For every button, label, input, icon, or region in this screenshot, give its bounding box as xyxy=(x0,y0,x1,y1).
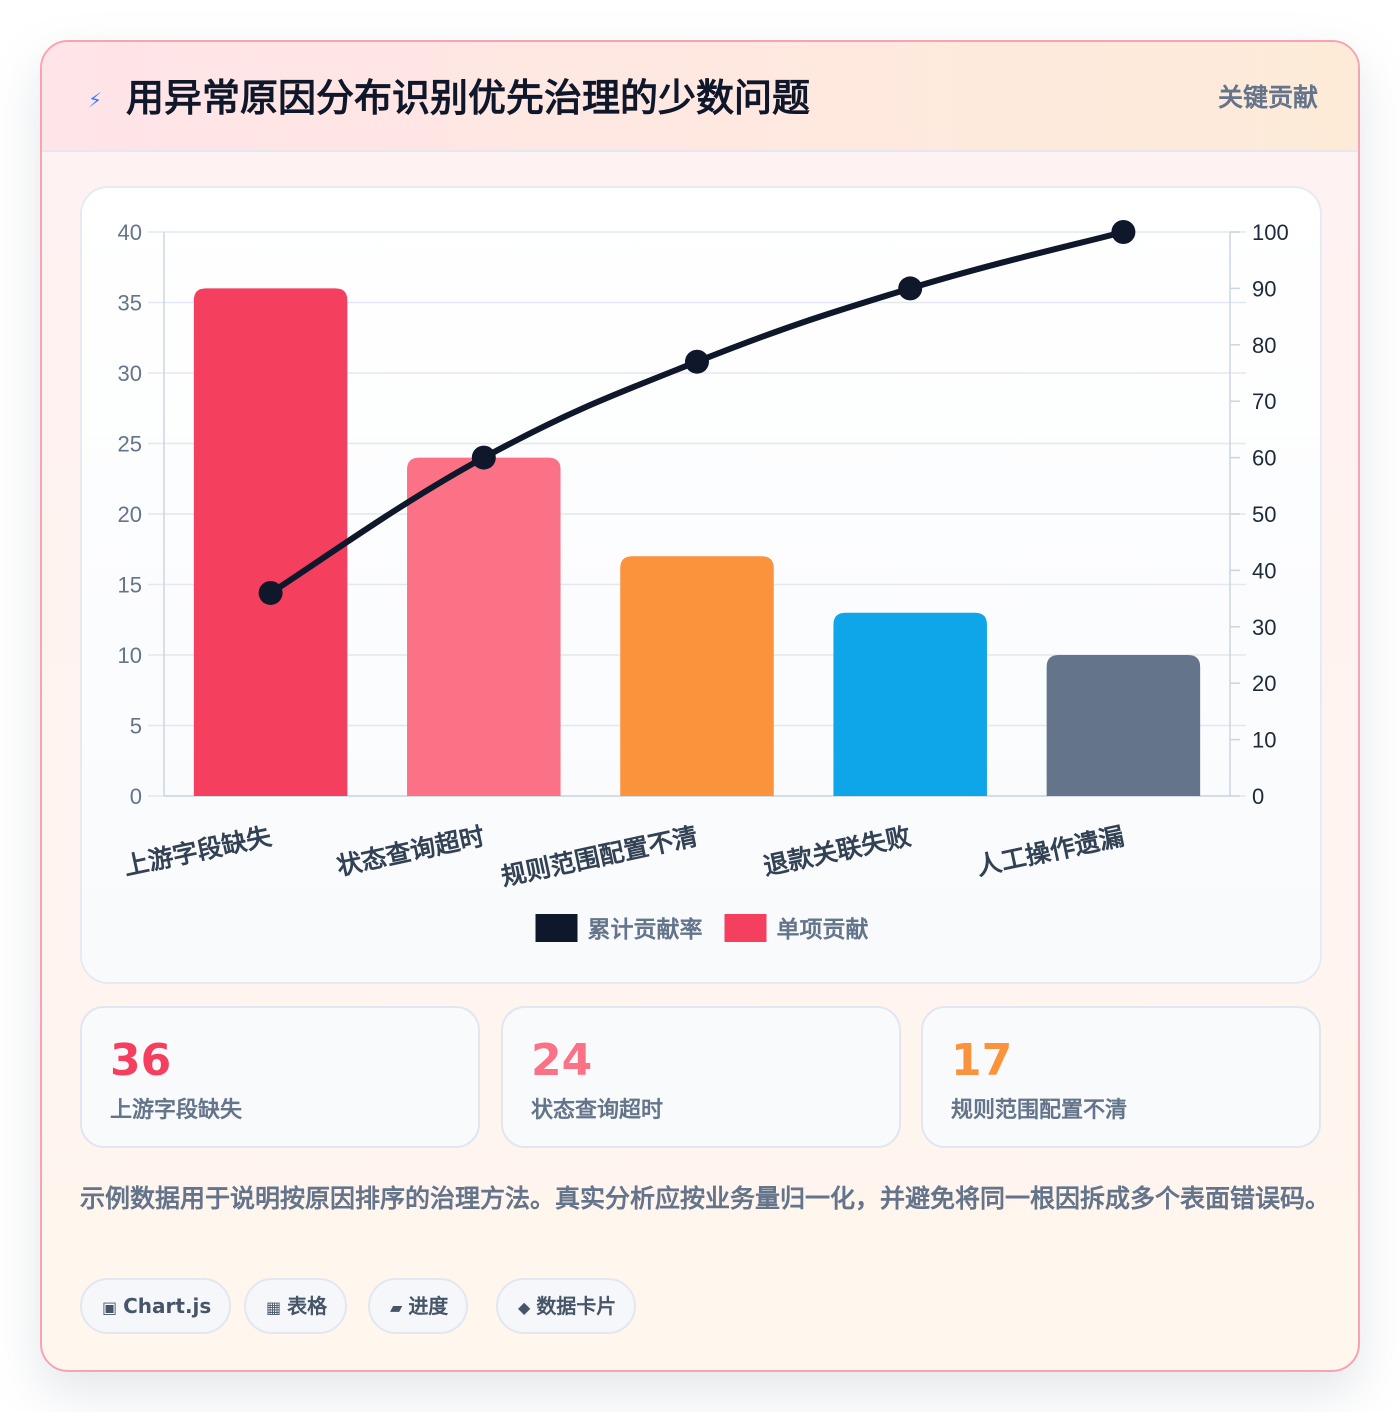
chip-table[interactable]: ▦ 表格 xyxy=(244,1278,348,1334)
chip-label: Chart.js xyxy=(123,1294,212,1318)
bar-1 xyxy=(193,288,348,796)
y2-tick-label: 100 xyxy=(1252,220,1289,245)
stat-card-2: 24 状态查询超时 xyxy=(501,1006,901,1148)
y2-tick-label: 20 xyxy=(1252,671,1276,696)
x-tick-label: 状态查询超时 xyxy=(334,822,487,882)
legend-label: 单项贡献 xyxy=(777,917,869,943)
y2-tick-label: 80 xyxy=(1252,333,1276,358)
x-tick-label: 人工操作遗漏 xyxy=(974,822,1127,882)
legend-swatch xyxy=(724,914,767,942)
y-tick-label: 0 xyxy=(130,784,142,809)
x-tick-label: 上游字段缺失 xyxy=(121,821,275,881)
bar-3 xyxy=(620,556,774,796)
x-tick-label: 退款关联失败 xyxy=(761,822,914,882)
stat-value: 36 xyxy=(110,1035,172,1086)
bar-5 xyxy=(1046,655,1201,796)
legend-swatch xyxy=(535,914,578,942)
y2-tick-label: 90 xyxy=(1252,276,1276,301)
cumulative-point-2 xyxy=(471,445,496,470)
card-title: 用异常原因分布识别优先治理的少数问题 xyxy=(126,76,811,120)
stat-label: 上游字段缺失 xyxy=(110,1098,243,1123)
chip-label: 数据卡片 xyxy=(536,1294,617,1318)
header-tag: 关键贡献 xyxy=(1217,83,1318,112)
card-header: ⚡ 用异常原因分布识别优先治理的少数问题 关键贡献 xyxy=(42,42,1358,152)
stat-card-1: 36 上游字段缺失 xyxy=(80,1006,480,1148)
stat-value: 24 xyxy=(531,1035,593,1086)
y-tick-label: 10 xyxy=(118,643,142,668)
progress-icon: ▰ xyxy=(390,1298,403,1317)
chip-progress[interactable]: ▰ 进度 xyxy=(368,1278,469,1334)
cumulative-line xyxy=(267,229,1127,596)
y2-tick-label: 70 xyxy=(1252,389,1276,414)
y2-tick-label: 10 xyxy=(1252,728,1276,753)
chip-label: 进度 xyxy=(408,1294,449,1318)
cumulative-point-4 xyxy=(898,276,923,301)
y-tick-label: 15 xyxy=(118,573,142,598)
chip-data-card[interactable]: ◆ 数据卡片 xyxy=(496,1278,637,1334)
y2-tick-label: 50 xyxy=(1252,502,1276,527)
report-card: ⚡ 用异常原因分布识别优先治理的少数问题 关键贡献 0 5 10 15 20 25 30 35… xyxy=(40,40,1360,1372)
stat-label: 状态查询超时 xyxy=(531,1098,664,1123)
y2-tick-label: 40 xyxy=(1252,558,1276,583)
diamond-icon: ◆ xyxy=(518,1298,531,1317)
y-tick-label: 40 xyxy=(118,220,142,245)
chart-panel: 0 5 10 15 20 25 30 35 40 0 10 20 30 40 50 60 70 80 90 100 上游… xyxy=(80,186,1322,984)
method-note: 示例数据用于说明按原因排序的治理方法。真实分析应按业务量归一化，并避免将同一根因… xyxy=(80,1184,1331,1213)
chart-icon: ▣ xyxy=(102,1298,118,1317)
stat-value: 17 xyxy=(951,1035,1013,1086)
lightning-icon: ⚡ xyxy=(88,88,103,112)
stat-label: 规则范围配置不清 xyxy=(951,1098,1128,1123)
y-tick-label: 25 xyxy=(118,432,142,457)
chip-label: 表格 xyxy=(287,1294,328,1318)
stat-card-3: 17 规则范围配置不清 xyxy=(921,1006,1321,1148)
y2-tick-label: 0 xyxy=(1252,784,1264,809)
y2-tick-label: 60 xyxy=(1252,446,1276,471)
y2-tick-label: 30 xyxy=(1252,615,1276,640)
cumulative-point-1 xyxy=(258,580,283,605)
y-tick-label: 35 xyxy=(118,291,142,316)
cumulative-point-3 xyxy=(685,349,709,374)
y-tick-label: 30 xyxy=(118,361,142,386)
chip-chartjs[interactable]: ▣ Chart.js xyxy=(80,1278,232,1334)
cumulative-point-5 xyxy=(1111,220,1136,244)
bar-4 xyxy=(833,612,987,796)
x-tick-label: 规则范围配置不清 xyxy=(499,822,701,892)
pareto-chart: 0 5 10 15 20 25 30 35 40 0 10 20 30 40 50 60 70 80 90 100 上游… xyxy=(118,220,1289,943)
y-tick-label: 20 xyxy=(118,502,142,527)
bar-2 xyxy=(407,457,561,796)
y-tick-label: 5 xyxy=(130,714,142,739)
table-icon: ▦ xyxy=(266,1298,282,1317)
legend-label: 累计贡献率 xyxy=(588,916,703,943)
